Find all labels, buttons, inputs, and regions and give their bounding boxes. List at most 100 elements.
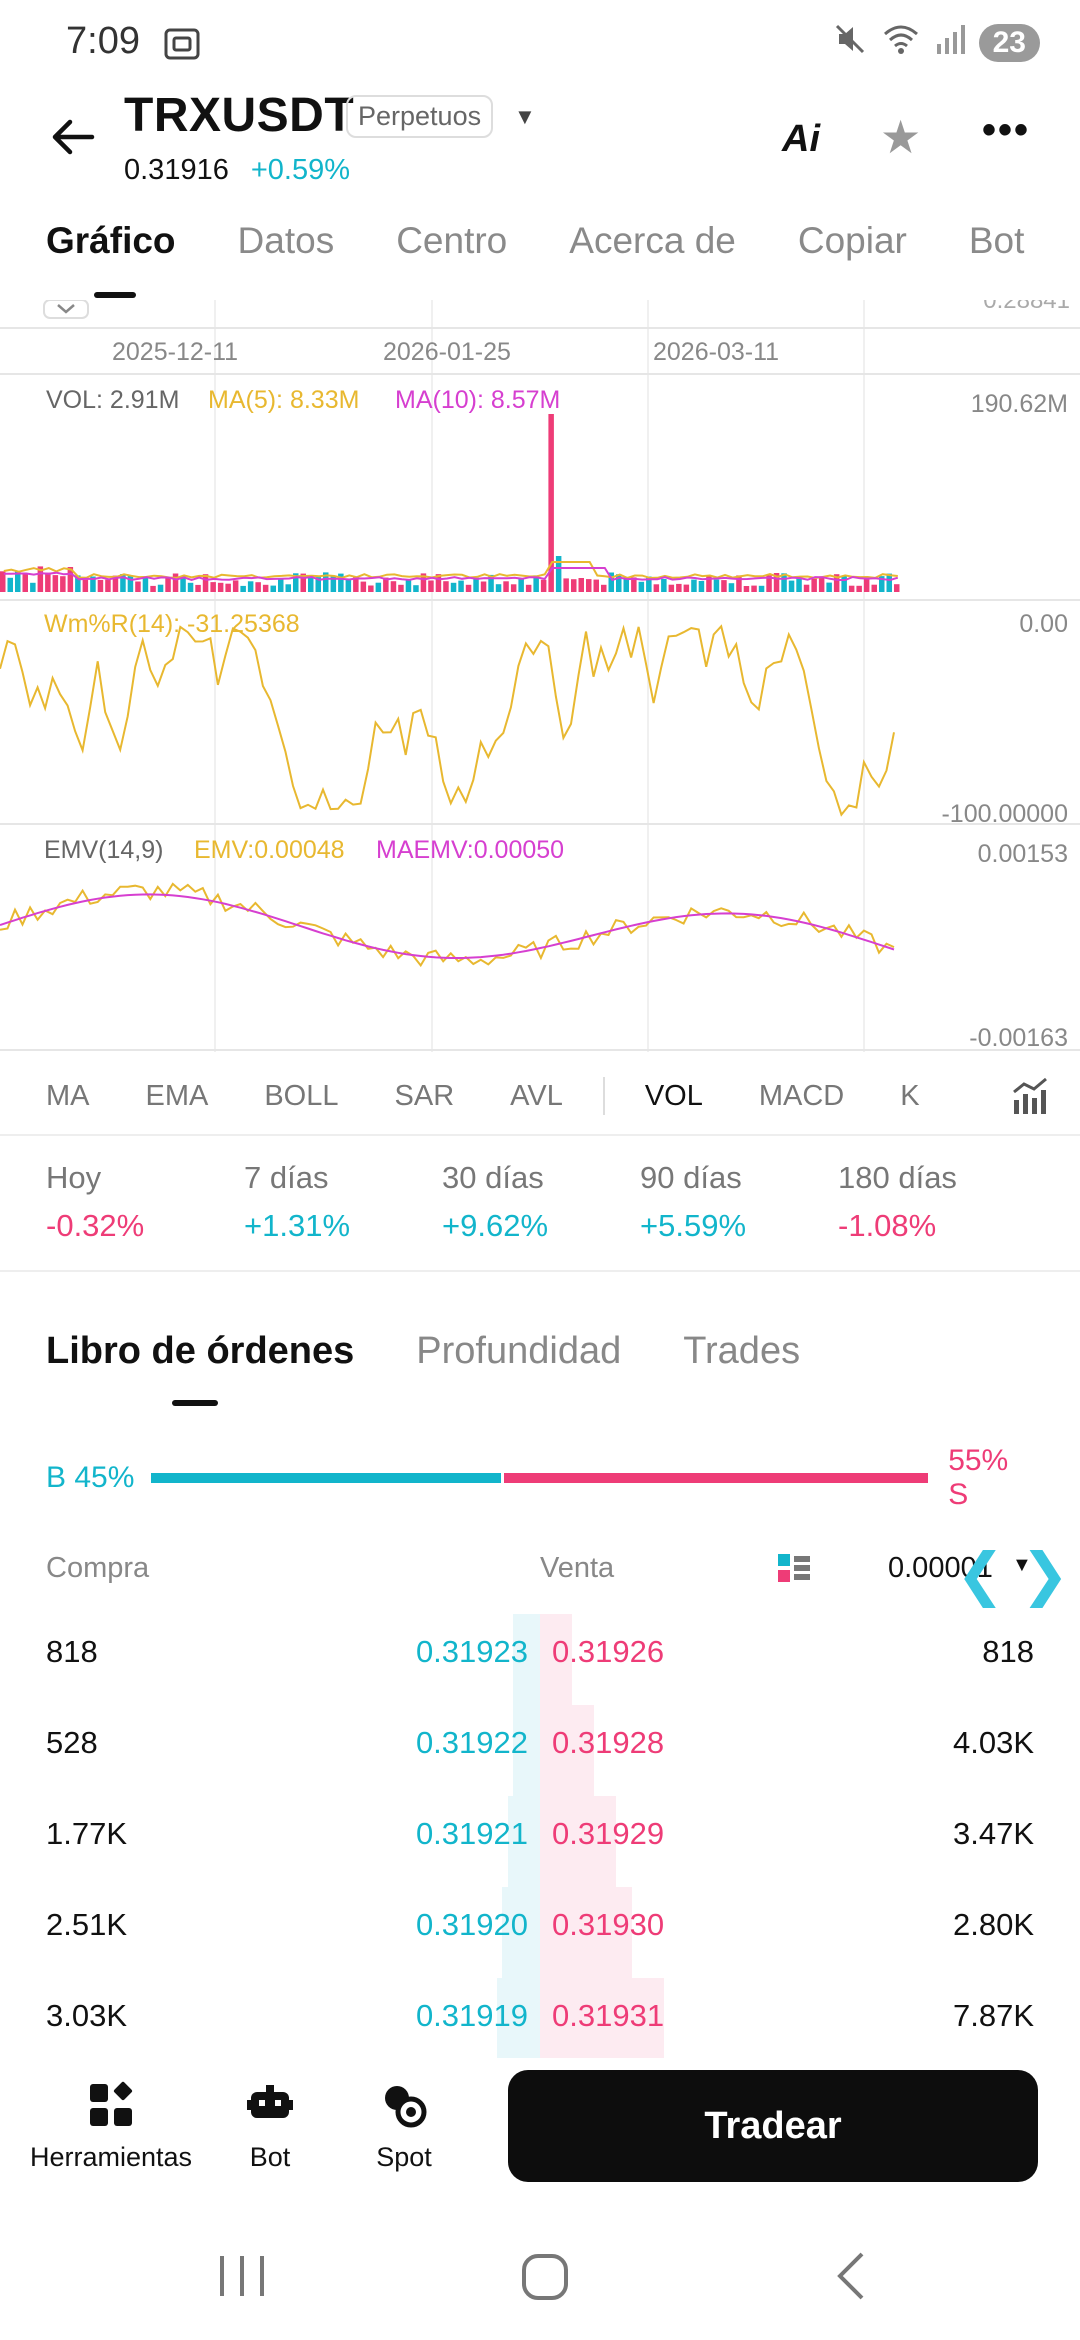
floating-widget-icon[interactable]: ❮ ❯ (956, 1542, 1070, 1607)
nav-back-icon[interactable] (837, 2252, 864, 2300)
volume-bar (721, 580, 727, 592)
volume-bar (525, 584, 532, 592)
volume-bar (247, 581, 254, 592)
volume-bar (210, 582, 216, 592)
indicator-sar[interactable]: SAR (394, 1079, 455, 1112)
bid-quantity: 1.77K (46, 1816, 128, 1851)
caret-down-icon[interactable]: ▼ (1012, 1554, 1032, 1576)
volume-bar (758, 585, 765, 592)
chart-area[interactable]: 0.28841 2025-12-11 2026-01-25 2026-03-11… (0, 300, 1080, 1052)
more-icon[interactable]: ••• (982, 108, 1031, 152)
tab-datos[interactable]: Datos (237, 220, 335, 261)
volume-bar (683, 584, 690, 592)
volume-bar (97, 579, 104, 592)
precision-selector[interactable]: 0.00001 (888, 1552, 993, 1584)
volume-bar (863, 577, 870, 592)
volume-bar (60, 576, 66, 592)
chart-collapse-caret-icon[interactable] (43, 300, 89, 319)
bid-quantity: 818 (46, 1634, 98, 1669)
orderbook-header: Compra Venta 0.00001 ▼ (46, 1552, 1036, 1592)
volume-bar (601, 584, 607, 592)
volume-bar (736, 575, 742, 592)
indicator-macd[interactable]: MACD (758, 1079, 845, 1112)
trade-button[interactable]: Tradear (508, 2070, 1038, 2182)
ask-depth-bar (540, 1796, 616, 1887)
orderbook-row[interactable]: 1.77K 0.31921 0.31929 3.47K (0, 1796, 1080, 1887)
back-button[interactable] (48, 112, 98, 162)
tab-acerca-de[interactable]: Acerca de (569, 220, 736, 261)
volume-bar (285, 584, 291, 592)
spot-label: Spot (376, 2142, 432, 2172)
volume-bar (788, 580, 795, 592)
volume-bar (338, 573, 344, 592)
bid-price: 0.31922 (415, 1725, 528, 1760)
tools-label: Herramientas (29, 2142, 193, 2172)
volume-bar (616, 574, 622, 592)
battery-indicator: 23 (978, 24, 1040, 62)
symbol-title[interactable]: TRXUSDT (124, 89, 355, 142)
indicator-avl[interactable]: AVL (510, 1079, 563, 1112)
volume-bar (811, 578, 817, 592)
ask-quantity: 7.87K (952, 1998, 1034, 2033)
volume-bar (773, 573, 780, 592)
volume-bar (826, 582, 832, 592)
last-price: 0.31916 (124, 154, 229, 186)
ai-button[interactable]: Ai (782, 118, 820, 160)
volume-bar (518, 578, 524, 592)
layout-icon[interactable] (776, 1552, 812, 1594)
orderbook-row[interactable]: 528 0.31922 0.31928 4.03K (0, 1705, 1080, 1796)
indicator-vol[interactable]: VOL (644, 1079, 703, 1112)
perf-label: 90 días (640, 1160, 742, 1195)
orderbook-row[interactable]: 2.51K 0.31920 0.31930 2.80K (0, 1887, 1080, 1978)
volume-bar (112, 575, 119, 592)
tools-icon (26, 2080, 196, 2132)
volume-bar (593, 579, 599, 592)
volume-bar (706, 575, 712, 592)
bottom-action-bar: Herramientas Bot Spot Tradear (0, 2058, 1080, 2188)
tools-button[interactable]: Herramientas (26, 2080, 196, 2173)
volume-bar (818, 577, 825, 592)
recent-apps-icon[interactable] (220, 2256, 264, 2296)
volume-bar (879, 576, 885, 592)
volume-bar (202, 574, 209, 592)
volume-bar (443, 581, 449, 592)
tab-libro-de-ordenes[interactable]: Libro de órdenes (46, 1330, 355, 1372)
orderbook-row[interactable]: 818 0.31923 0.31926 818 (0, 1614, 1080, 1705)
home-icon[interactable] (522, 2254, 568, 2300)
tab-centro[interactable]: Centro (396, 220, 508, 261)
tab-trades[interactable]: Trades (683, 1330, 801, 1372)
volume-bar (555, 556, 562, 592)
volume-bar (375, 582, 382, 592)
indicator-k[interactable]: K (900, 1079, 920, 1112)
volume-bar (563, 578, 569, 592)
caret-down-icon[interactable]: ▼ (514, 104, 536, 129)
volume-bar (15, 571, 21, 592)
tab-copiar[interactable]: Copiar (797, 220, 907, 261)
spot-button[interactable]: Spot (362, 2080, 446, 2173)
tab-grafico[interactable]: Gráfico (46, 220, 176, 261)
perf-value: +9.62% (442, 1208, 549, 1243)
volume-bar (833, 574, 840, 592)
orderbook-row[interactable]: 3.03K 0.31919 0.31931 7.87K (0, 1978, 1080, 2069)
bid-quantity: 3.03K (46, 1998, 128, 2033)
tab-profundidad[interactable]: Profundidad (416, 1330, 622, 1372)
favorite-star-icon[interactable]: ★ (880, 111, 922, 163)
indicator-settings-icon[interactable] (1008, 1074, 1052, 1123)
indicator-boll[interactable]: BOLL (264, 1079, 339, 1112)
bot-button[interactable]: Bot (230, 2080, 310, 2173)
volume-bar (353, 576, 359, 592)
volume-bar (127, 575, 134, 592)
tab-bot[interactable]: Bot (968, 220, 1025, 261)
date-label-1: 2025-12-11 (112, 338, 238, 366)
volume-bar (413, 585, 419, 592)
volume-bar (886, 573, 892, 592)
volume-bar (75, 575, 81, 592)
indicator-ma[interactable]: MA (46, 1079, 90, 1112)
indicator-ema[interactable]: EMA (145, 1079, 209, 1112)
contract-type-badge[interactable]: Perpetuos (346, 95, 494, 138)
bid-price: 0.31920 (415, 1907, 528, 1942)
emv-value-label: EMV:0.00048 (194, 836, 345, 864)
volume-bar (510, 584, 517, 592)
volume-bar (856, 585, 862, 592)
volume-bar (22, 573, 28, 592)
